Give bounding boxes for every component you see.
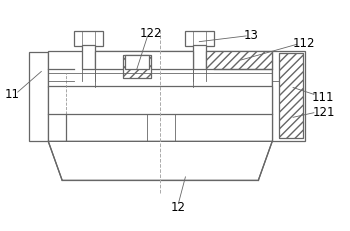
Bar xyxy=(279,54,303,138)
Text: 122: 122 xyxy=(139,27,162,40)
Bar xyxy=(194,46,206,70)
Bar xyxy=(29,53,48,142)
Bar xyxy=(125,56,149,70)
Bar xyxy=(206,52,272,70)
Bar xyxy=(206,52,272,70)
Bar xyxy=(123,56,151,79)
Bar xyxy=(48,87,272,142)
Text: 11: 11 xyxy=(5,88,20,101)
Text: 111: 111 xyxy=(311,90,334,103)
Bar xyxy=(279,54,303,138)
Bar xyxy=(82,46,95,70)
Bar xyxy=(123,56,151,79)
Bar xyxy=(74,32,103,47)
Text: 12: 12 xyxy=(171,200,186,213)
Text: 112: 112 xyxy=(292,37,315,50)
Bar xyxy=(186,32,214,47)
Text: 121: 121 xyxy=(312,106,335,119)
Bar xyxy=(272,52,305,142)
Bar xyxy=(95,52,194,70)
Text: 13: 13 xyxy=(244,29,259,42)
Polygon shape xyxy=(48,142,272,181)
Bar xyxy=(48,52,272,88)
